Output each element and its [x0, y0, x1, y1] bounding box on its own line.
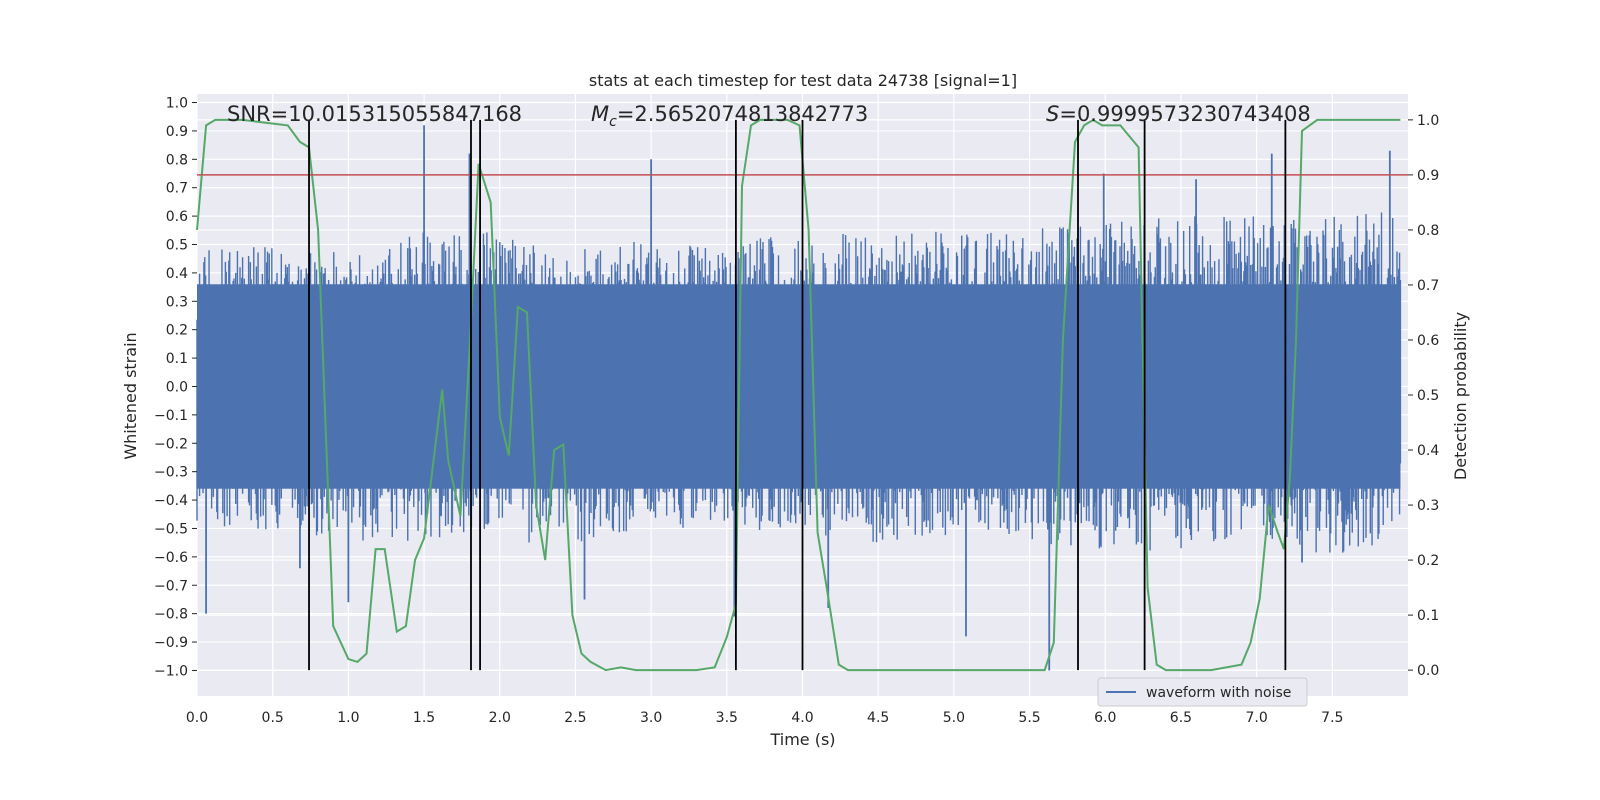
mc-subscript: c [609, 114, 617, 130]
y-tick-label: −0.4 [154, 493, 188, 509]
x-tick-label: 5.5 [1018, 710, 1040, 726]
y-tick-label: 0.8 [166, 152, 188, 168]
x-tick-label: 3.0 [640, 710, 662, 726]
y2-tick-label: 0.3 [1417, 498, 1439, 514]
y-tick-label: 0.3 [166, 294, 188, 310]
x-tick-label: 5.0 [943, 710, 965, 726]
x-tick-label: 2.0 [489, 710, 511, 726]
x-tick-label: 4.0 [791, 710, 813, 726]
y2-axis-label: Detection probability [1451, 312, 1470, 480]
x-tick-label: 3.5 [716, 710, 738, 726]
y-tick-label: 0.6 [166, 209, 188, 225]
x-tick-label: 6.0 [1094, 710, 1116, 726]
y-tick-label: 0.5 [166, 238, 188, 254]
snr-annotation: SNR=10.015315055847168 [227, 102, 522, 126]
y-tick-label: 0.7 [166, 181, 188, 197]
y-tick-label: −0.6 [154, 550, 188, 566]
chart-title: stats at each timestep for test data 247… [589, 71, 1017, 90]
x-tick-label: 6.5 [1170, 710, 1192, 726]
y2-tick-label: 0.1 [1417, 608, 1439, 624]
y-axis-label: Whitened strain [121, 332, 140, 459]
y-tick-label: −0.8 [154, 607, 188, 623]
y2-tick-label: 0.0 [1417, 663, 1439, 679]
y-tick-label: −0.2 [154, 436, 188, 452]
y-tick-label: 0.1 [166, 351, 188, 367]
s-symbol: S [1046, 102, 1059, 126]
y-tick-label: −0.7 [154, 578, 188, 594]
y-tick-label: 1.0 [166, 96, 188, 112]
legend-box [1097, 677, 1308, 707]
y-tick-label: −0.9 [154, 635, 188, 651]
axes: 0.0 0.5 1.0 1.5 2.0 2.5 3.0 3.5 4.0 4.5 5.0 5.5 6.0 6… [154, 96, 1439, 726]
x-tick-label: 4.5 [867, 710, 889, 726]
x-axis-label: Time (s) [769, 730, 835, 749]
strain-layer [196, 125, 1402, 671]
y2-tick-label: 0.7 [1417, 278, 1439, 294]
y-tick-label: −0.5 [154, 521, 188, 537]
y2-tick-label: 0.5 [1417, 388, 1439, 404]
x-tick-label: 0.0 [186, 710, 208, 726]
y2-tick-label: 0.2 [1417, 553, 1439, 569]
y-tick-label: −1.0 [154, 663, 188, 679]
legend: waveform with noise [1097, 677, 1308, 707]
y-tick-label: 0.2 [166, 323, 188, 339]
y-tick-label: 0.9 [166, 124, 188, 140]
x-tick-label: 2.5 [564, 710, 586, 726]
mc-symbol: M [591, 102, 609, 126]
strain-core [197, 284, 1401, 489]
y2-tick-label: 0.4 [1417, 443, 1439, 459]
x-tick-label: 0.5 [262, 710, 284, 726]
x-tick-label: 1.5 [413, 710, 435, 726]
s-annotation: S=0.9999573230743408 [1046, 102, 1311, 126]
y2-tick-label: 0.9 [1417, 168, 1439, 184]
y-tick-label: 0.0 [166, 379, 188, 395]
legend-label: waveform with noise [1146, 685, 1291, 701]
y2-tick-label: 0.8 [1417, 223, 1439, 239]
x-tick-label: 7.5 [1321, 710, 1343, 726]
s-value: =0.9999573230743408 [1059, 102, 1310, 126]
segment-boundaries [308, 119, 1287, 671]
x-tick-label: 7.0 [1245, 710, 1267, 726]
y-tick-label: −0.3 [154, 465, 188, 481]
x-tick-label: 1.0 [337, 710, 359, 726]
y-tick-label: 0.4 [166, 266, 188, 282]
y-tick-label: −0.1 [154, 408, 188, 424]
chirp-mass-annotation: Mc=2.5652074813842773 [591, 102, 868, 130]
y2-tick-label: 1.0 [1417, 113, 1439, 129]
mc-value: =2.5652074813842773 [617, 102, 868, 126]
y2-tick-label: 0.6 [1417, 333, 1439, 349]
